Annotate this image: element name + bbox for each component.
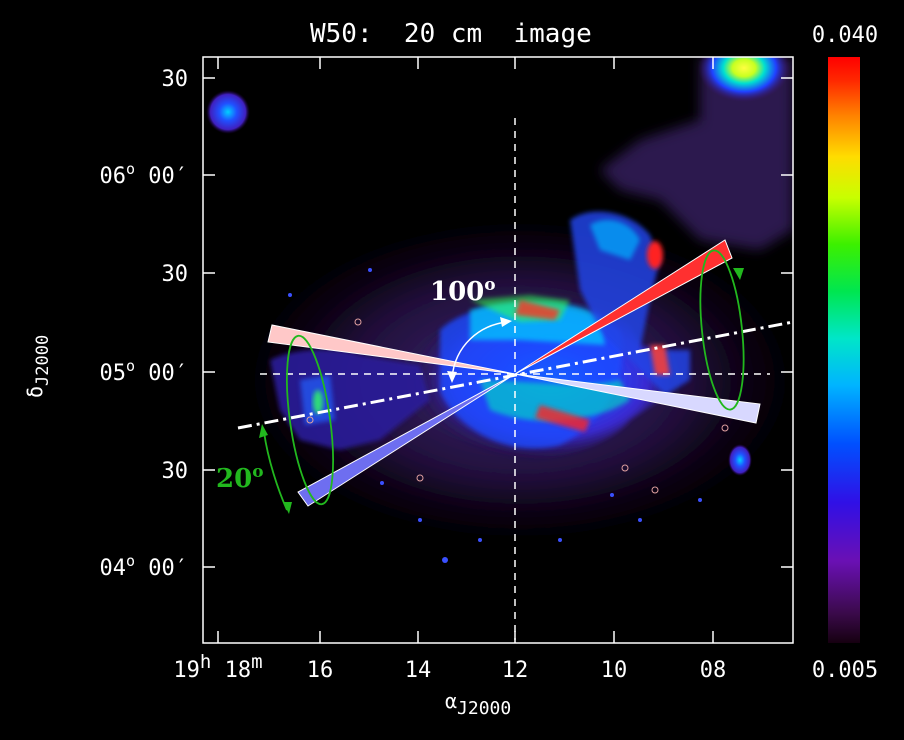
y-tick-label: 30 (162, 262, 189, 287)
precession-ellipse-west (699, 249, 745, 411)
x-tick-label: 19h 18m (173, 651, 262, 683)
x-tick-labels: 19h 18m 16 14 12 10 08 (173, 651, 726, 683)
angle-100-arc (451, 321, 508, 379)
angle-20-label: 20o (216, 462, 264, 494)
y-tick-label: 30 (162, 459, 189, 484)
y-tick-label: 30 (162, 67, 189, 92)
x-tick-label: 14 (405, 658, 432, 683)
x-tick-label: 08 (700, 658, 727, 683)
cone-lavender (514, 373, 761, 424)
colorbar (828, 57, 860, 643)
plot-frame (202, 56, 794, 644)
colorbar-min-label: 0.005 (812, 658, 878, 683)
x-tick-label: 10 (601, 658, 628, 683)
y-tick-label: 06o 00′ (99, 160, 188, 189)
plot-ticks (203, 57, 793, 643)
precession-ellipse-east (259, 334, 334, 514)
y-axis-label: δJ2000 (23, 335, 53, 398)
x-tick-label: 12 (502, 658, 529, 683)
angle-100-arrowhead-top (500, 317, 512, 327)
jet-axis-line (237, 320, 794, 430)
figure-title: W50: 20 cm image (310, 19, 592, 49)
cone-red (514, 239, 733, 375)
y-tick-label: 04o 00′ (99, 552, 188, 581)
y-tick-labels: 30 06o 00′ 30 05o 00′ 30 04o 00′ (99, 67, 188, 581)
cone-pink (267, 324, 516, 375)
x-axis-label: αJ2000 (445, 689, 511, 719)
cone-blue (297, 373, 516, 507)
y-tick-label: 05o 00′ (99, 357, 188, 386)
angle-100-arrowhead-bottom (447, 371, 457, 383)
colorbar-max-label: 0.040 (812, 23, 878, 48)
x-tick-label: 16 (307, 658, 334, 683)
angle-100-label: 100o (430, 275, 496, 307)
